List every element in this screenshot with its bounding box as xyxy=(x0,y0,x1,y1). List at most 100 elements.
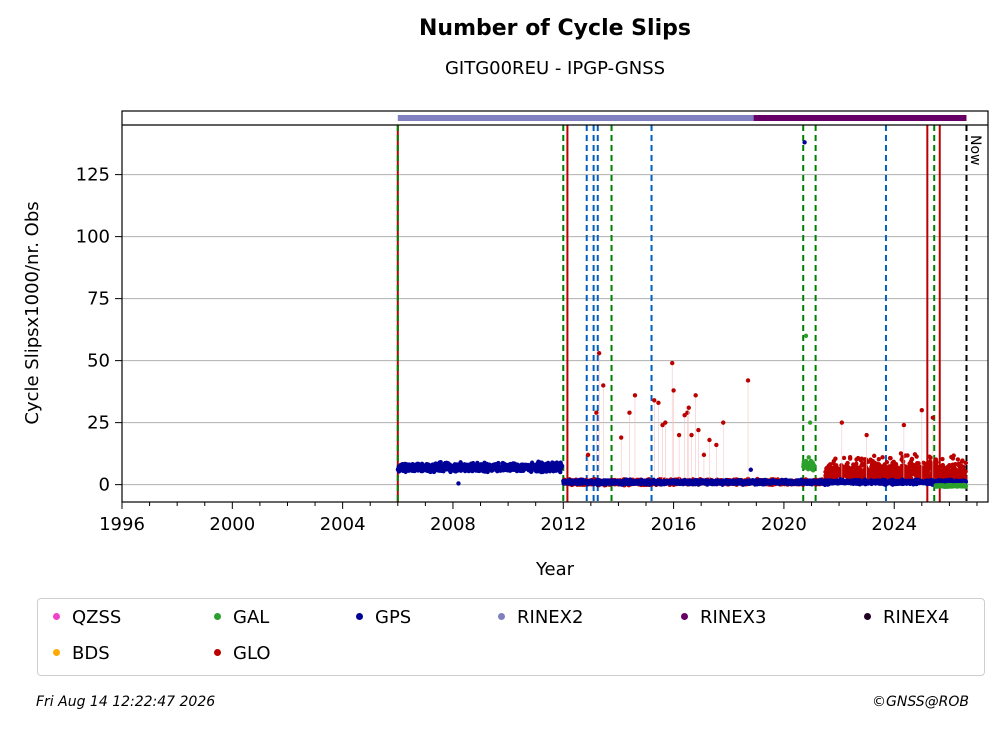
data-point xyxy=(627,410,632,415)
data-point xyxy=(930,415,936,420)
data-point xyxy=(953,461,958,467)
data-point xyxy=(905,453,910,458)
data-point xyxy=(671,388,676,393)
data-point xyxy=(701,452,707,458)
data-point xyxy=(594,410,599,415)
series-gal xyxy=(801,333,969,490)
data-point xyxy=(676,432,682,438)
data-point xyxy=(864,432,869,438)
data-point xyxy=(656,400,661,405)
data-point xyxy=(876,456,881,462)
data-point xyxy=(960,458,965,463)
legend-item-gal: GAL xyxy=(214,607,269,628)
legend-label: GAL xyxy=(233,607,270,628)
legend-marker xyxy=(53,612,60,620)
event-lines xyxy=(396,125,968,502)
data-point xyxy=(585,452,591,458)
data-point xyxy=(909,456,915,462)
legend-label: QZSS xyxy=(72,607,122,628)
chart-title: Number of Cycle Slips xyxy=(419,16,691,41)
legend-marker xyxy=(356,612,363,620)
legend-label: RINEX3 xyxy=(700,607,767,628)
axes: 1996 2000 2004 2008 2012 2016 2020 202402550751… xyxy=(76,165,978,535)
data-point xyxy=(748,467,754,472)
data-point xyxy=(632,393,638,398)
legend-marker xyxy=(53,648,60,656)
data-points xyxy=(395,140,969,490)
data-point xyxy=(807,420,813,425)
plot-border xyxy=(121,110,989,503)
y-tick-label: 50 xyxy=(87,351,110,372)
data-point xyxy=(558,469,563,475)
data-point xyxy=(961,464,966,470)
legend-marker xyxy=(214,612,221,620)
x-tick-label: 1996 xyxy=(99,514,145,535)
x-tick-label: 2008 xyxy=(430,514,476,535)
legend-label: RINEX4 xyxy=(883,607,950,628)
legend-marker xyxy=(214,648,221,656)
legend-marker xyxy=(681,612,688,620)
y-tick-label: 75 xyxy=(87,289,110,310)
data-point xyxy=(618,435,624,440)
plot-frame xyxy=(121,110,989,503)
data-point xyxy=(696,427,701,433)
x-tick-label: 2020 xyxy=(761,514,807,535)
data-point xyxy=(947,463,952,468)
data-point xyxy=(652,398,657,403)
data-point xyxy=(601,383,606,388)
legend-item-rinex4: RINEX4 xyxy=(864,607,949,628)
data-point xyxy=(802,140,807,145)
data-point xyxy=(686,405,691,410)
y-axis-label: Cycle Slipsx1000/nr. Obs xyxy=(22,201,43,424)
y-tick-label: 25 xyxy=(87,413,110,434)
legend-item-qzss: QZSS xyxy=(53,607,121,628)
footer-credit: ©GNSS@ROB xyxy=(872,694,969,710)
data-point xyxy=(940,456,945,462)
data-point xyxy=(689,432,694,438)
data-point xyxy=(963,469,968,474)
data-point xyxy=(596,350,602,356)
data-point xyxy=(496,460,501,466)
data-point xyxy=(693,393,698,398)
legend-item-gps: GPS xyxy=(356,607,411,628)
x-tick-label: 2004 xyxy=(320,514,366,535)
data-point xyxy=(951,453,956,458)
now-label: Now xyxy=(967,135,983,166)
data-point xyxy=(663,420,668,425)
data-point xyxy=(898,451,904,456)
legend-label: GPS xyxy=(375,607,412,628)
data-point xyxy=(707,437,712,443)
data-point xyxy=(963,460,969,466)
data-point xyxy=(871,453,877,459)
legend-item-bds: BDS xyxy=(53,643,110,664)
data-point xyxy=(888,455,893,461)
x-tick-label: 2024 xyxy=(871,514,917,535)
plot-area: 1996 2000 2004 2008 2012 2016 2020 202402550751… xyxy=(22,110,989,580)
data-point xyxy=(880,455,885,460)
data-point xyxy=(714,442,719,448)
data-point xyxy=(884,460,890,465)
legend-marker xyxy=(864,612,871,620)
legend-label: RINEX2 xyxy=(517,607,584,628)
data-point xyxy=(841,455,847,461)
data-point xyxy=(438,459,443,465)
data-point xyxy=(916,461,921,466)
series-glo xyxy=(561,350,969,488)
x-tick-label: 2012 xyxy=(540,514,586,535)
footer-timestamp: Fri Aug 14 12:22:47 2026 xyxy=(36,694,216,710)
data-point xyxy=(456,481,461,486)
data-point xyxy=(803,333,809,339)
grid-lines xyxy=(122,174,988,486)
y-tick-label: 100 xyxy=(76,227,110,248)
data-point xyxy=(963,483,969,489)
y-tick-label: 0 xyxy=(99,475,110,496)
data-point xyxy=(963,479,969,484)
data-point xyxy=(670,360,675,366)
data-point xyxy=(811,463,817,468)
series-gps xyxy=(395,140,969,488)
x-axis-label: Year xyxy=(535,559,575,580)
data-point xyxy=(721,420,726,425)
data-point xyxy=(955,457,961,462)
x-tick-label: 2000 xyxy=(209,514,255,535)
